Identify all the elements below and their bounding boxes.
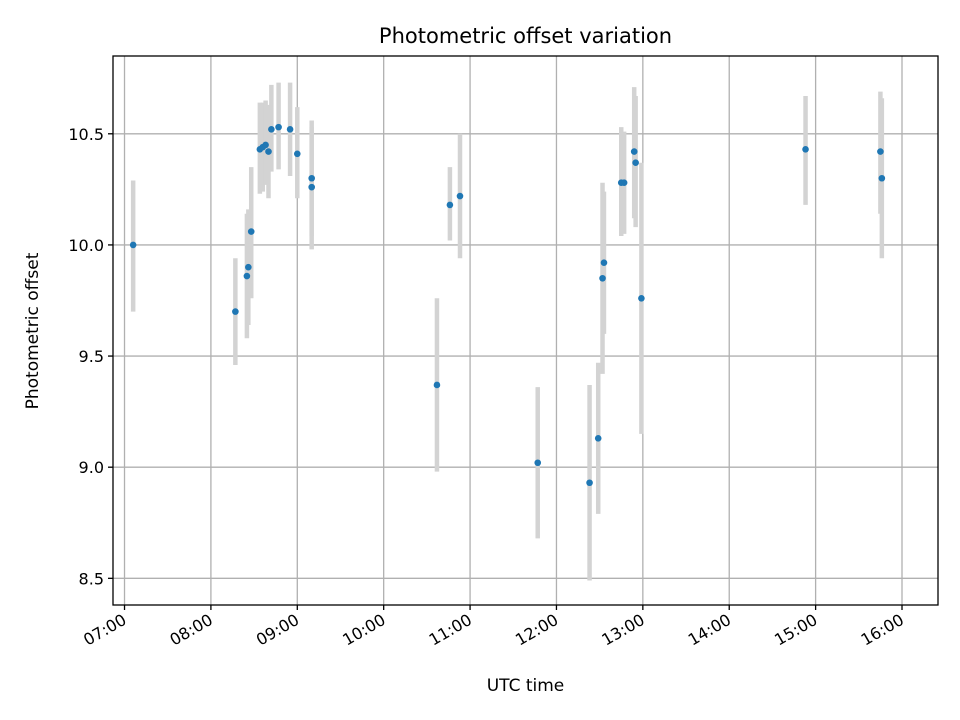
y-tick-label: 9.5 bbox=[79, 347, 104, 366]
data-point bbox=[632, 159, 639, 166]
data-point bbox=[433, 381, 441, 389]
x-tick-label: 08:00 bbox=[166, 610, 215, 650]
data-point bbox=[630, 148, 638, 155]
x-tick-label: 11:00 bbox=[426, 610, 475, 650]
data-point bbox=[599, 274, 606, 282]
data-point bbox=[293, 150, 301, 158]
axis-ticks: 07:00 08:00 09:00 10:00 11:00 12:00 13:00 14:00… bbox=[68, 125, 907, 650]
chart-title: Photometric offset variation bbox=[379, 24, 672, 48]
data-point bbox=[308, 183, 315, 191]
y-axis-label: Photometric offset bbox=[23, 252, 43, 409]
x-tick-label: 12:00 bbox=[512, 610, 561, 650]
data-point bbox=[620, 179, 628, 186]
data-point bbox=[586, 479, 593, 487]
x-tick-label: 09:00 bbox=[253, 610, 302, 650]
data-points bbox=[129, 123, 886, 487]
x-tick-label: 14:00 bbox=[685, 610, 734, 650]
y-tick-label: 10.0 bbox=[68, 236, 104, 255]
data-point bbox=[456, 192, 464, 200]
data-point bbox=[534, 459, 542, 467]
data-point bbox=[262, 141, 269, 149]
data-point bbox=[594, 434, 602, 442]
data-point bbox=[286, 126, 294, 133]
data-point bbox=[877, 148, 884, 155]
y-tick-label: 9.0 bbox=[79, 458, 104, 477]
data-point bbox=[802, 146, 809, 153]
y-tick-label: 8.5 bbox=[79, 569, 104, 588]
x-tick-label: 15:00 bbox=[771, 610, 820, 650]
data-point bbox=[446, 201, 454, 209]
data-point bbox=[247, 228, 255, 235]
data-point bbox=[268, 126, 275, 133]
data-point bbox=[245, 263, 252, 271]
x-tick-label: 07:00 bbox=[80, 610, 129, 650]
data-point bbox=[308, 174, 315, 182]
x-tick-label: 10:00 bbox=[339, 610, 388, 650]
x-axis-label: UTC time bbox=[487, 676, 565, 696]
y-tick-label: 10.5 bbox=[68, 125, 104, 144]
error-bars bbox=[130, 82, 885, 581]
plot-frame bbox=[112, 55, 939, 606]
data-point bbox=[265, 148, 272, 155]
data-point bbox=[243, 272, 251, 280]
x-tick-label: 16:00 bbox=[858, 610, 907, 650]
data-point bbox=[878, 174, 886, 182]
data-point bbox=[232, 308, 239, 315]
grid bbox=[113, 56, 938, 605]
x-tick-label: 13:00 bbox=[598, 610, 647, 650]
data-point bbox=[275, 123, 282, 131]
data-point bbox=[638, 294, 645, 302]
data-point bbox=[600, 259, 608, 267]
data-point bbox=[129, 241, 137, 249]
